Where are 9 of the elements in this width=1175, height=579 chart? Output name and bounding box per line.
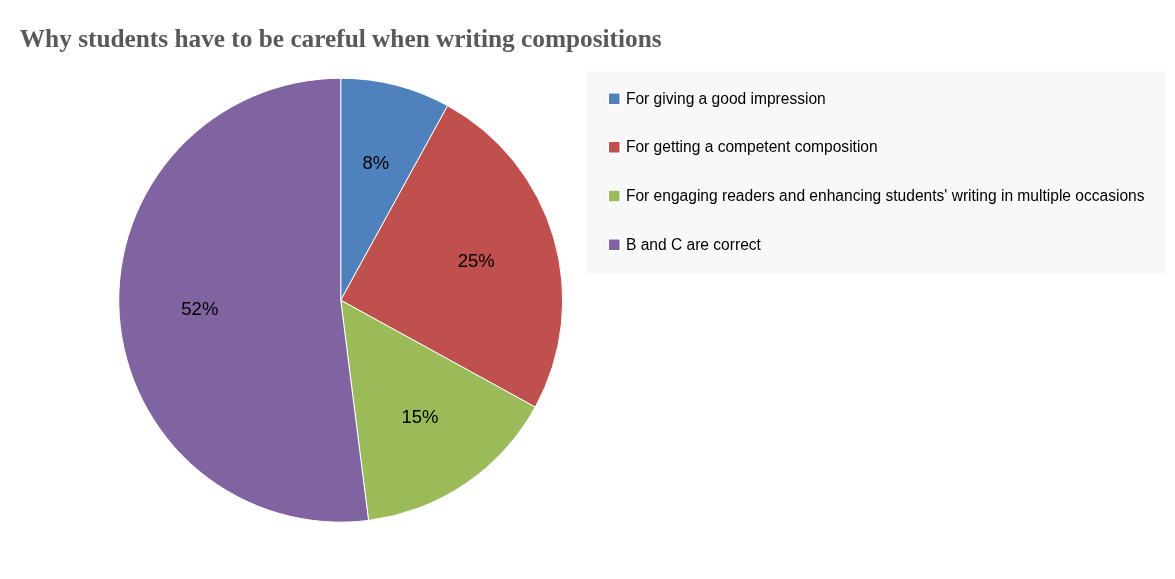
data-label: 25% bbox=[457, 249, 495, 271]
legend-label: B and C are correct bbox=[625, 235, 762, 253]
data-label: 8% bbox=[362, 152, 390, 174]
legend-label: For getting a competent composition bbox=[625, 138, 878, 156]
legend-label: For giving a good impression bbox=[625, 89, 826, 107]
data-label: 52% bbox=[181, 297, 219, 319]
chart-title: Why students have to be careful when writing compositions bbox=[19, 24, 662, 53]
legend-label: For engaging readers and enhancing students' writing in multiple occasions bbox=[625, 186, 1145, 204]
data-label: 15% bbox=[401, 405, 439, 427]
